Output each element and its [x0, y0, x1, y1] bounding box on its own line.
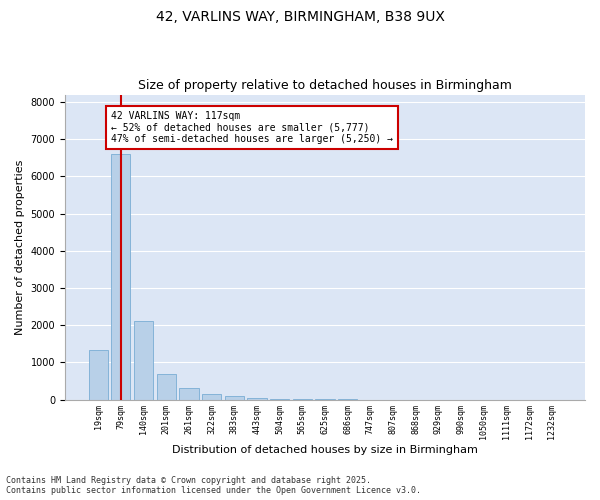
- X-axis label: Distribution of detached houses by size in Birmingham: Distribution of detached houses by size …: [172, 445, 478, 455]
- Text: 42 VARLINS WAY: 117sqm
← 52% of detached houses are smaller (5,777)
47% of semi-: 42 VARLINS WAY: 117sqm ← 52% of detached…: [110, 112, 392, 144]
- Bar: [89, 350, 108, 400]
- Title: Size of property relative to detached houses in Birmingham: Size of property relative to detached ho…: [138, 79, 512, 92]
- Bar: [202, 394, 221, 400]
- Bar: [270, 399, 289, 400]
- Text: Contains HM Land Registry data © Crown copyright and database right 2025.
Contai: Contains HM Land Registry data © Crown c…: [6, 476, 421, 495]
- Bar: [134, 322, 153, 400]
- Bar: [179, 388, 199, 400]
- Y-axis label: Number of detached properties: Number of detached properties: [15, 160, 25, 335]
- Bar: [111, 154, 130, 400]
- Text: 42, VARLINS WAY, BIRMINGHAM, B38 9UX: 42, VARLINS WAY, BIRMINGHAM, B38 9UX: [155, 10, 445, 24]
- Bar: [224, 396, 244, 400]
- Bar: [157, 374, 176, 400]
- Bar: [247, 398, 266, 400]
